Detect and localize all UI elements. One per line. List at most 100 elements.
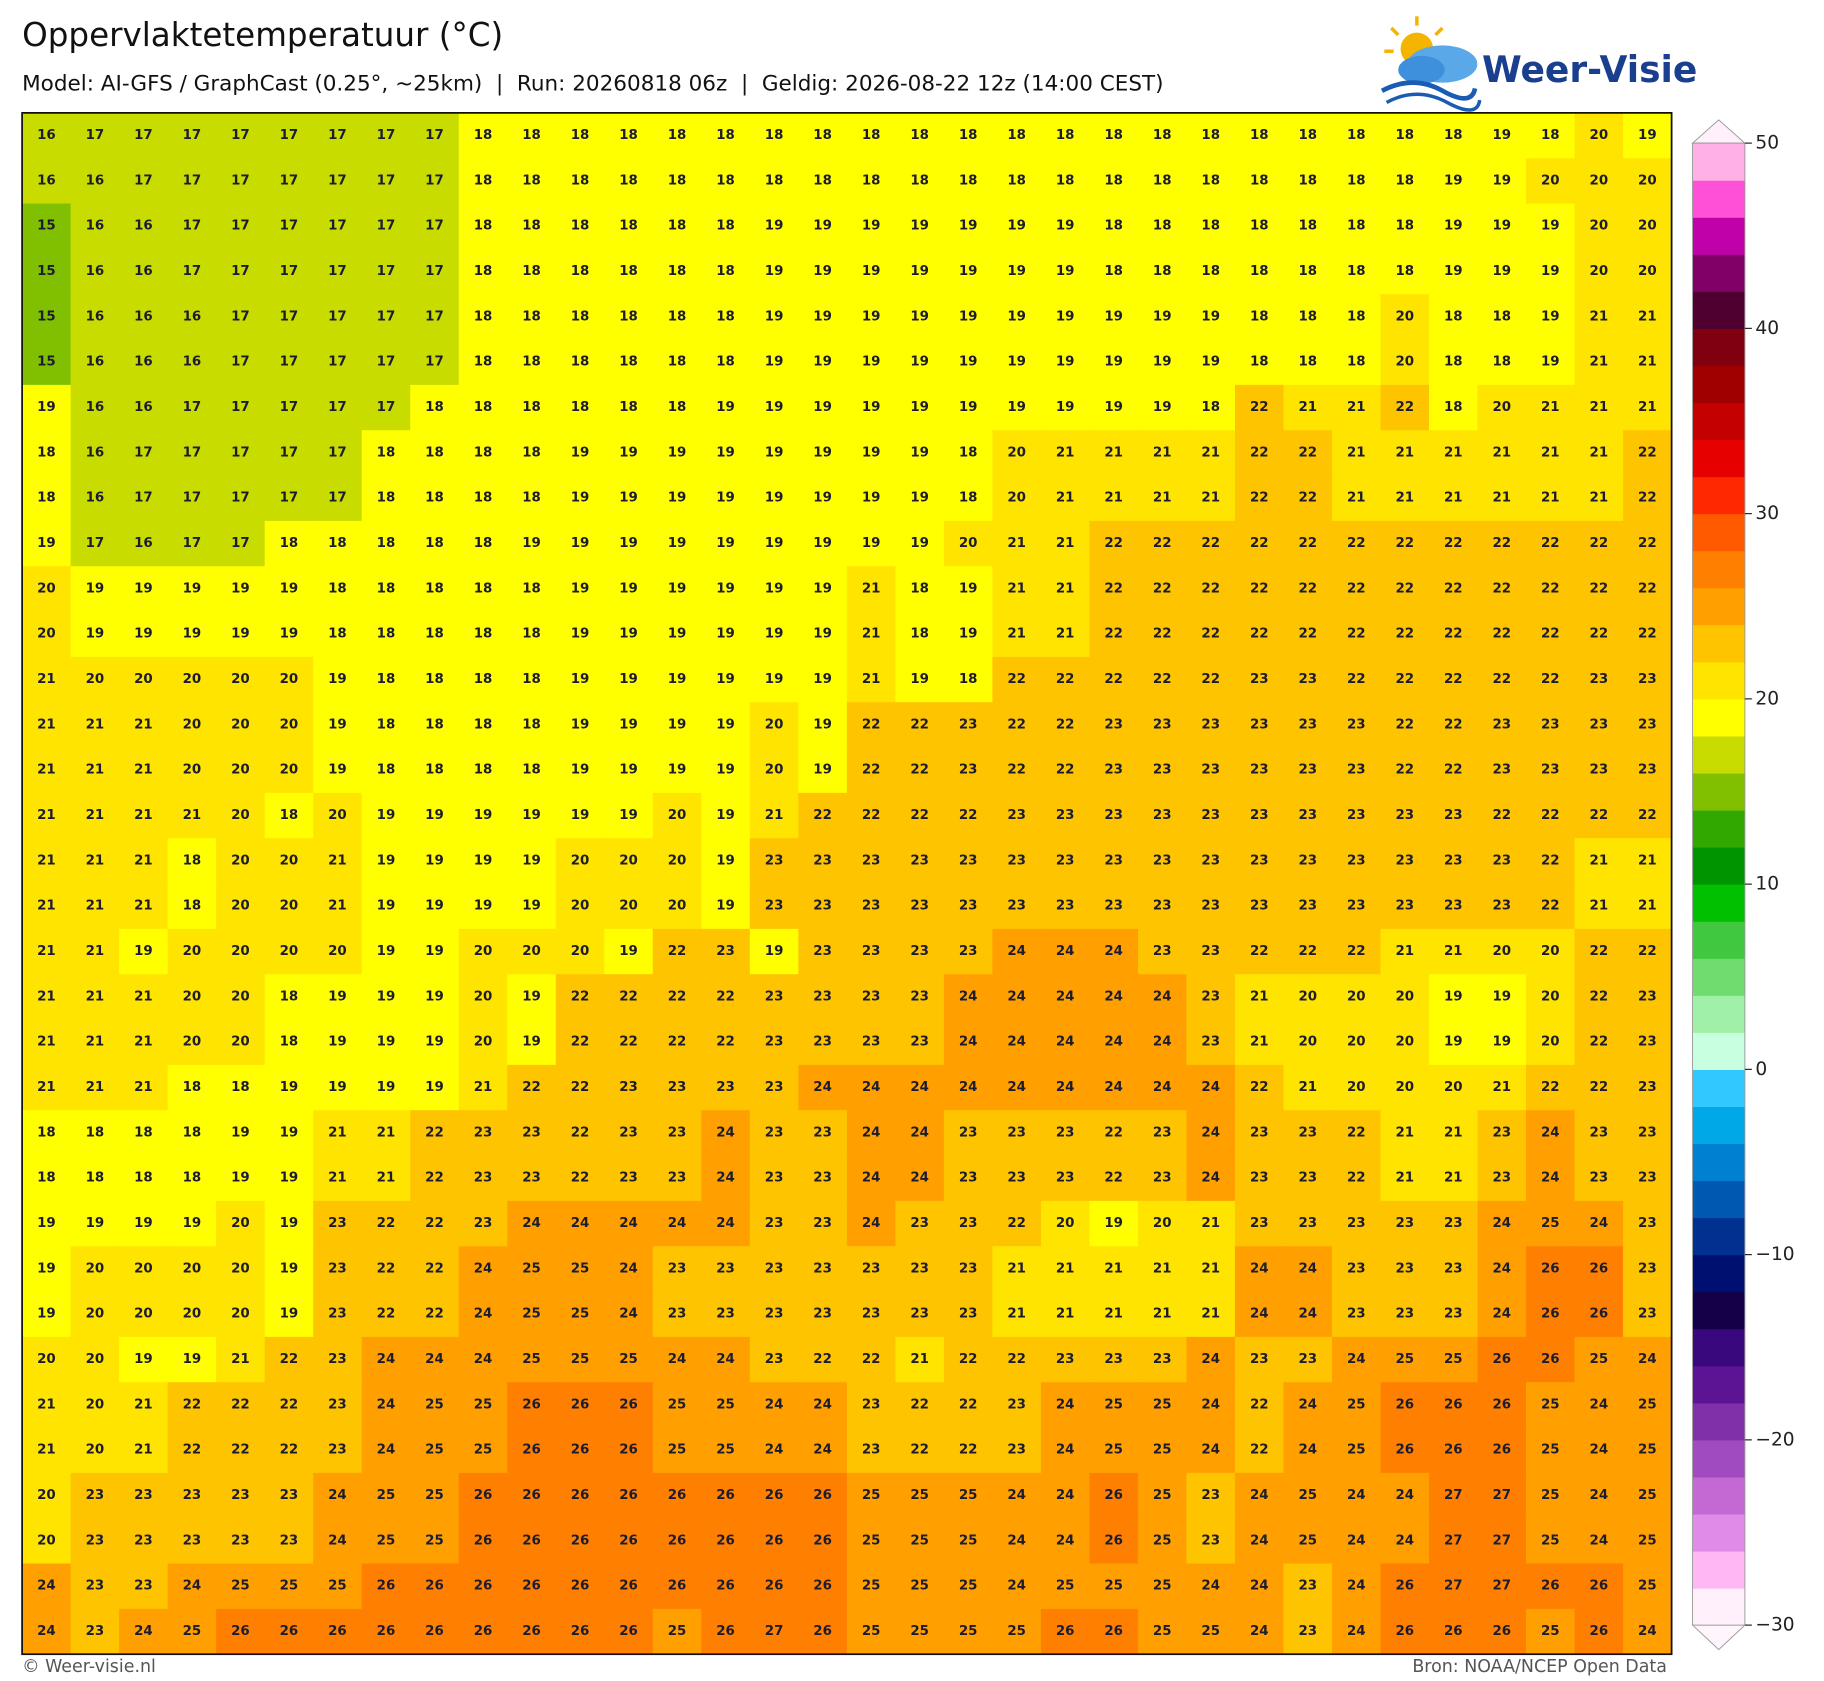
temperature-label: 19 <box>716 581 735 596</box>
temperature-cell <box>264 339 314 386</box>
temperature-label: 18 <box>1347 128 1366 143</box>
temperature-cell <box>313 294 363 341</box>
temperature-label: 23 <box>1250 1216 1269 1231</box>
temperature-label: 23 <box>231 1533 250 1548</box>
temperature-label: 23 <box>765 1080 784 1095</box>
temperature-label: 25 <box>959 1488 978 1503</box>
temperature-cell <box>216 656 266 703</box>
temperature-label: 18 <box>571 173 590 188</box>
temperature-label: 23 <box>1153 763 1172 778</box>
temperature-label: 22 <box>1153 672 1172 687</box>
temperature-cell <box>507 384 557 431</box>
temperature-label: 19 <box>86 581 105 596</box>
temperature-label: 21 <box>1153 1261 1172 1276</box>
temperature-label: 19 <box>1056 355 1075 370</box>
temperature-label: 22 <box>1541 808 1560 823</box>
temperature-label: 26 <box>571 1488 590 1503</box>
temperature-cell <box>1526 611 1576 658</box>
temperature-cell <box>1429 203 1479 250</box>
temperature-cell <box>70 611 120 658</box>
temperature-label: 25 <box>862 1533 881 1548</box>
temperature-label: 21 <box>37 717 56 732</box>
temperature-label: 18 <box>1153 128 1172 143</box>
temperature-label: 18 <box>571 309 590 324</box>
temperature-cell <box>1137 339 1188 386</box>
temperature-label: 18 <box>425 627 444 642</box>
temperature-label: 24 <box>1250 1579 1269 1594</box>
temperature-label: 20 <box>231 1261 250 1276</box>
temperature-label: 19 <box>813 672 832 687</box>
temperature-label: 23 <box>959 1171 978 1186</box>
temperature-label: 25 <box>1541 1533 1560 1548</box>
temperature-label: 19 <box>571 581 590 596</box>
temperature-label: 24 <box>716 1216 735 1231</box>
temperature-cell <box>216 520 266 567</box>
temperature-label: 19 <box>619 717 638 732</box>
temperature-cell <box>22 430 72 477</box>
temperature-label: 21 <box>134 1443 153 1458</box>
temperature-label: 21 <box>1007 581 1026 596</box>
temperature-cell <box>1040 520 1091 567</box>
temperature-label: 23 <box>1056 808 1075 823</box>
temperature-label: 23 <box>1347 717 1366 732</box>
temperature-cell <box>313 112 363 159</box>
temperature-label: 24 <box>1007 1080 1026 1095</box>
temperature-label: 22 <box>1638 944 1657 959</box>
temperature-label: 25 <box>1153 1397 1172 1412</box>
temperature-label: 18 <box>425 581 444 596</box>
temperature-label: 23 <box>1153 853 1172 868</box>
temperature-label: 21 <box>1056 627 1075 642</box>
temperature-label: 25 <box>619 1352 638 1367</box>
temperature-cell <box>119 203 169 250</box>
temperature-label: 23 <box>1298 672 1317 687</box>
temperature-label: 18 <box>1298 219 1317 234</box>
colorbar-band <box>1692 365 1745 404</box>
temperature-label: 25 <box>1298 1533 1317 1548</box>
temperature-cell <box>555 158 605 205</box>
temperature-cell <box>119 611 169 658</box>
temperature-label: 19 <box>668 536 687 551</box>
temperature-cell <box>895 611 945 658</box>
temperature-cell <box>216 611 266 658</box>
temperature-cell <box>70 430 120 477</box>
temperature-label: 19 <box>1541 219 1560 234</box>
temperature-label: 18 <box>1298 128 1317 143</box>
temperature-label: 18 <box>1395 173 1414 188</box>
temperature-cell <box>1186 475 1236 522</box>
temperature-cell <box>749 294 800 341</box>
temperature-cell <box>943 384 994 431</box>
temperature-label: 19 <box>1056 219 1075 234</box>
temperature-label: 23 <box>1298 808 1317 823</box>
temperature-label: 20 <box>183 989 202 1004</box>
temperature-label: 19 <box>813 445 832 460</box>
temperature-cell <box>1137 611 1188 658</box>
temperature-cell <box>216 566 266 613</box>
temperature-label: 19 <box>813 627 832 642</box>
temperature-label: 18 <box>474 219 493 234</box>
temperature-cell <box>749 430 800 477</box>
temperature-cell <box>458 430 508 477</box>
temperature-label: 19 <box>522 853 541 868</box>
temperature-cell <box>119 656 169 703</box>
temperature-cell <box>846 384 897 431</box>
temperature-cell <box>749 203 800 250</box>
temperature-label: 18 <box>474 128 493 143</box>
temperature-label: 21 <box>86 717 105 732</box>
temperature-label: 23 <box>765 1352 784 1367</box>
temperature-label: 26 <box>377 1579 396 1594</box>
colorbar-band <box>1692 921 1745 959</box>
temperature-label: 19 <box>716 491 735 506</box>
temperature-label: 18 <box>619 309 638 324</box>
temperature-cell <box>701 566 751 613</box>
temperature-label: 21 <box>1104 1307 1123 1322</box>
temperature-cell <box>1623 520 1673 567</box>
temperature-label: 21 <box>377 1125 396 1140</box>
temperature-label: 22 <box>1250 1080 1269 1095</box>
temperature-label: 18 <box>1056 128 1075 143</box>
temperature-cell <box>313 611 363 658</box>
temperature-cell <box>264 566 314 613</box>
temperature-label: 20 <box>1444 1080 1463 1095</box>
temperature-label: 22 <box>425 1216 444 1231</box>
temperature-label: 17 <box>134 173 153 188</box>
